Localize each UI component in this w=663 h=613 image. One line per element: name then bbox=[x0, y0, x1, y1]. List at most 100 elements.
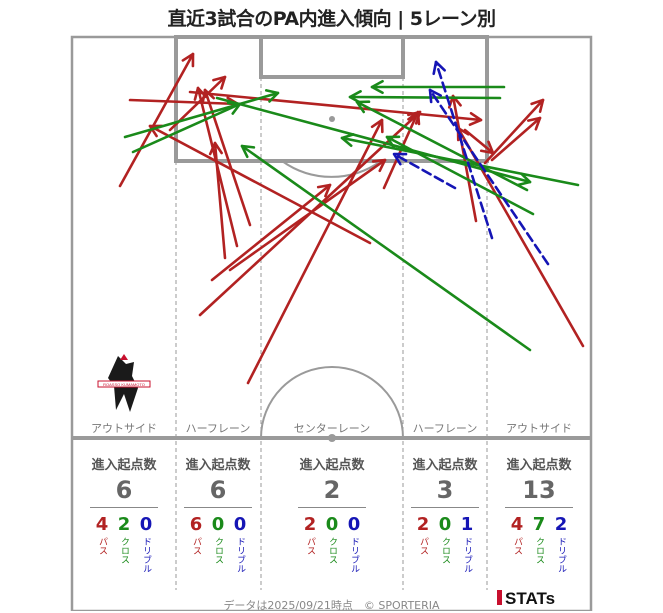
lane-stat-pass-count: 6 bbox=[189, 514, 203, 535]
lane-stat-dribble-label: ドリブル bbox=[556, 537, 566, 573]
lane-stat-header: 進入起点数 bbox=[185, 458, 251, 473]
dribble-arrow bbox=[432, 60, 494, 240]
lane-stat-pass: 4 パス bbox=[93, 515, 111, 573]
lane-stat-pass-label: パス bbox=[512, 537, 522, 555]
lane-stat-breakdown: 2 パス 0 クロス 1 ドリブル bbox=[395, 514, 495, 574]
lane-stat-dribble-count: 0 bbox=[139, 514, 153, 535]
lane-stat-total: 6 bbox=[115, 476, 133, 504]
pass-arrow bbox=[188, 90, 483, 127]
lane-stat-total: 6 bbox=[209, 476, 227, 504]
lane-stat-cross-count: 0 bbox=[211, 514, 225, 535]
lane-stat-pass: 2 パス bbox=[414, 515, 432, 573]
lane-stat-pass-label: パス bbox=[305, 537, 315, 555]
lane-stat-dribble-count: 1 bbox=[460, 514, 474, 535]
lane-stat-pass: 4 パス bbox=[508, 515, 526, 573]
lane-stat-dribble-label: ドリブル bbox=[141, 537, 151, 573]
lane-label-2: ハーフレーン bbox=[186, 422, 251, 435]
lane-stat-cross-label: クロス bbox=[327, 537, 337, 564]
stats-logo: STATs bbox=[497, 589, 555, 609]
lane-stat-breakdown: 6 パス 0 クロス 0 ドリブル bbox=[168, 514, 268, 574]
lane-stat-pass-count: 2 bbox=[303, 514, 317, 535]
cross-arrow bbox=[215, 96, 532, 187]
lane-stat-cross-count: 7 bbox=[532, 514, 546, 535]
lane-stat-header: 進入起点数 bbox=[299, 458, 365, 473]
pass-arrow bbox=[208, 141, 227, 260]
lane-stat-cross: 0 クロス bbox=[323, 515, 341, 573]
center-spot bbox=[328, 434, 336, 442]
lane-stat-dribble-count: 2 bbox=[554, 514, 568, 535]
lane-stat-pass-label: パス bbox=[97, 537, 107, 555]
pass-arrow bbox=[210, 183, 332, 282]
arrow-layer bbox=[118, 52, 585, 385]
cross-arrow bbox=[355, 100, 529, 192]
footer-credit: データは2025/09/21時点 © SPORTERIA bbox=[223, 599, 440, 612]
lane-label-4: ハーフレーン bbox=[413, 422, 478, 435]
lane-stat-pass-label: パス bbox=[418, 537, 428, 555]
pass-arrow bbox=[246, 118, 384, 385]
lane-stat-cross: 0 クロス bbox=[436, 515, 454, 573]
lane-label-5: アウトサイド bbox=[506, 422, 572, 435]
cross-arrow bbox=[340, 133, 580, 187]
lane-stat-cross-label: クロス bbox=[119, 537, 129, 564]
pass-arrow bbox=[463, 128, 495, 155]
lane-stat-total: 3 bbox=[436, 476, 454, 504]
lane-stat-cross-count: 2 bbox=[117, 514, 131, 535]
lane-stat-cross-label: クロス bbox=[534, 537, 544, 564]
penalty-arc bbox=[281, 160, 382, 178]
dribble-arrow bbox=[392, 152, 457, 190]
pass-arrow bbox=[483, 98, 545, 165]
lane-stat-breakdown: 4 パス 2 クロス 0 ドリブル bbox=[74, 514, 174, 574]
lane-stat-pass: 6 パス bbox=[187, 515, 205, 573]
pass-arrow bbox=[490, 116, 542, 162]
lane-stat-rule bbox=[90, 507, 158, 508]
dribble-arrow bbox=[428, 88, 550, 266]
stats-logo-text: STATs bbox=[505, 589, 556, 608]
lane-stat-dribble: 0 ドリブル bbox=[345, 514, 363, 574]
pass-arrow bbox=[148, 124, 372, 245]
lane-stat-header: 進入起点数 bbox=[506, 458, 572, 473]
lane-stat-cross-label: クロス bbox=[440, 537, 450, 564]
lane-stat-header: 進入起点数 bbox=[91, 458, 157, 473]
goal-area bbox=[259, 35, 405, 79]
center-circle bbox=[260, 366, 404, 439]
lane-label-1: アウトサイド bbox=[91, 422, 157, 435]
lane-stat-cross-count: 0 bbox=[325, 514, 339, 535]
pass-arrow bbox=[118, 52, 195, 188]
lane-stat-total: 13 bbox=[522, 476, 556, 504]
lane-stat-dribble: 0 ドリブル bbox=[137, 514, 155, 574]
chart-title: 直近3試合のPA内進入傾向 | 5レーン別 bbox=[167, 8, 496, 30]
lane-stat-breakdown: 4 パス 7 クロス 2 ドリブル bbox=[489, 514, 589, 574]
lane-stat-rule bbox=[298, 507, 366, 508]
club-emblem: ROASSO KUMAMOTO bbox=[97, 354, 151, 412]
lane-stat-pass-count: 4 bbox=[95, 514, 109, 535]
lane-stat-dribble: 1 ドリブル bbox=[458, 514, 476, 574]
lane-stat-cross: 0 クロス bbox=[209, 515, 227, 573]
cross-arrow bbox=[348, 90, 502, 105]
club-emblem-text: ROASSO KUMAMOTO bbox=[103, 382, 145, 387]
penalty-spot bbox=[329, 116, 335, 122]
cross-arrow bbox=[240, 144, 532, 352]
lane-stat-rule bbox=[505, 507, 573, 508]
lane-stat-total: 2 bbox=[323, 476, 341, 504]
lane-stat-breakdown: 2 パス 0 クロス 0 ドリブル bbox=[282, 514, 382, 574]
lane-stat-pass: 2 パス bbox=[301, 515, 319, 573]
lane-stat-dribble-count: 0 bbox=[347, 514, 361, 535]
lane-label-3: センターレーン bbox=[294, 422, 370, 435]
lane-stat-dribble-label: ドリブル bbox=[349, 537, 359, 573]
lane-stat-header: 進入起点数 bbox=[412, 458, 478, 473]
lane-stat-cross: 7 クロス bbox=[530, 515, 548, 573]
lane-stat-cross-count: 0 bbox=[438, 514, 452, 535]
lane-stat-dribble: 0 ドリブル bbox=[231, 514, 249, 574]
lane-stat-dribble-label: ドリブル bbox=[235, 537, 245, 573]
lane-stat-dribble-count: 0 bbox=[233, 514, 247, 535]
cross-arrow bbox=[370, 79, 506, 95]
lane-stat-rule bbox=[184, 507, 252, 508]
lane-stat-pass-count: 2 bbox=[416, 514, 430, 535]
lane-stat-pass-count: 4 bbox=[510, 514, 524, 535]
lane-stat-cross-label: クロス bbox=[213, 537, 223, 564]
cross-arrow bbox=[123, 89, 280, 139]
lane-stat-rule bbox=[411, 507, 479, 508]
lane-stat-dribble-label: ドリブル bbox=[462, 537, 472, 573]
lane-stat-dribble: 2 ドリブル bbox=[552, 514, 570, 574]
